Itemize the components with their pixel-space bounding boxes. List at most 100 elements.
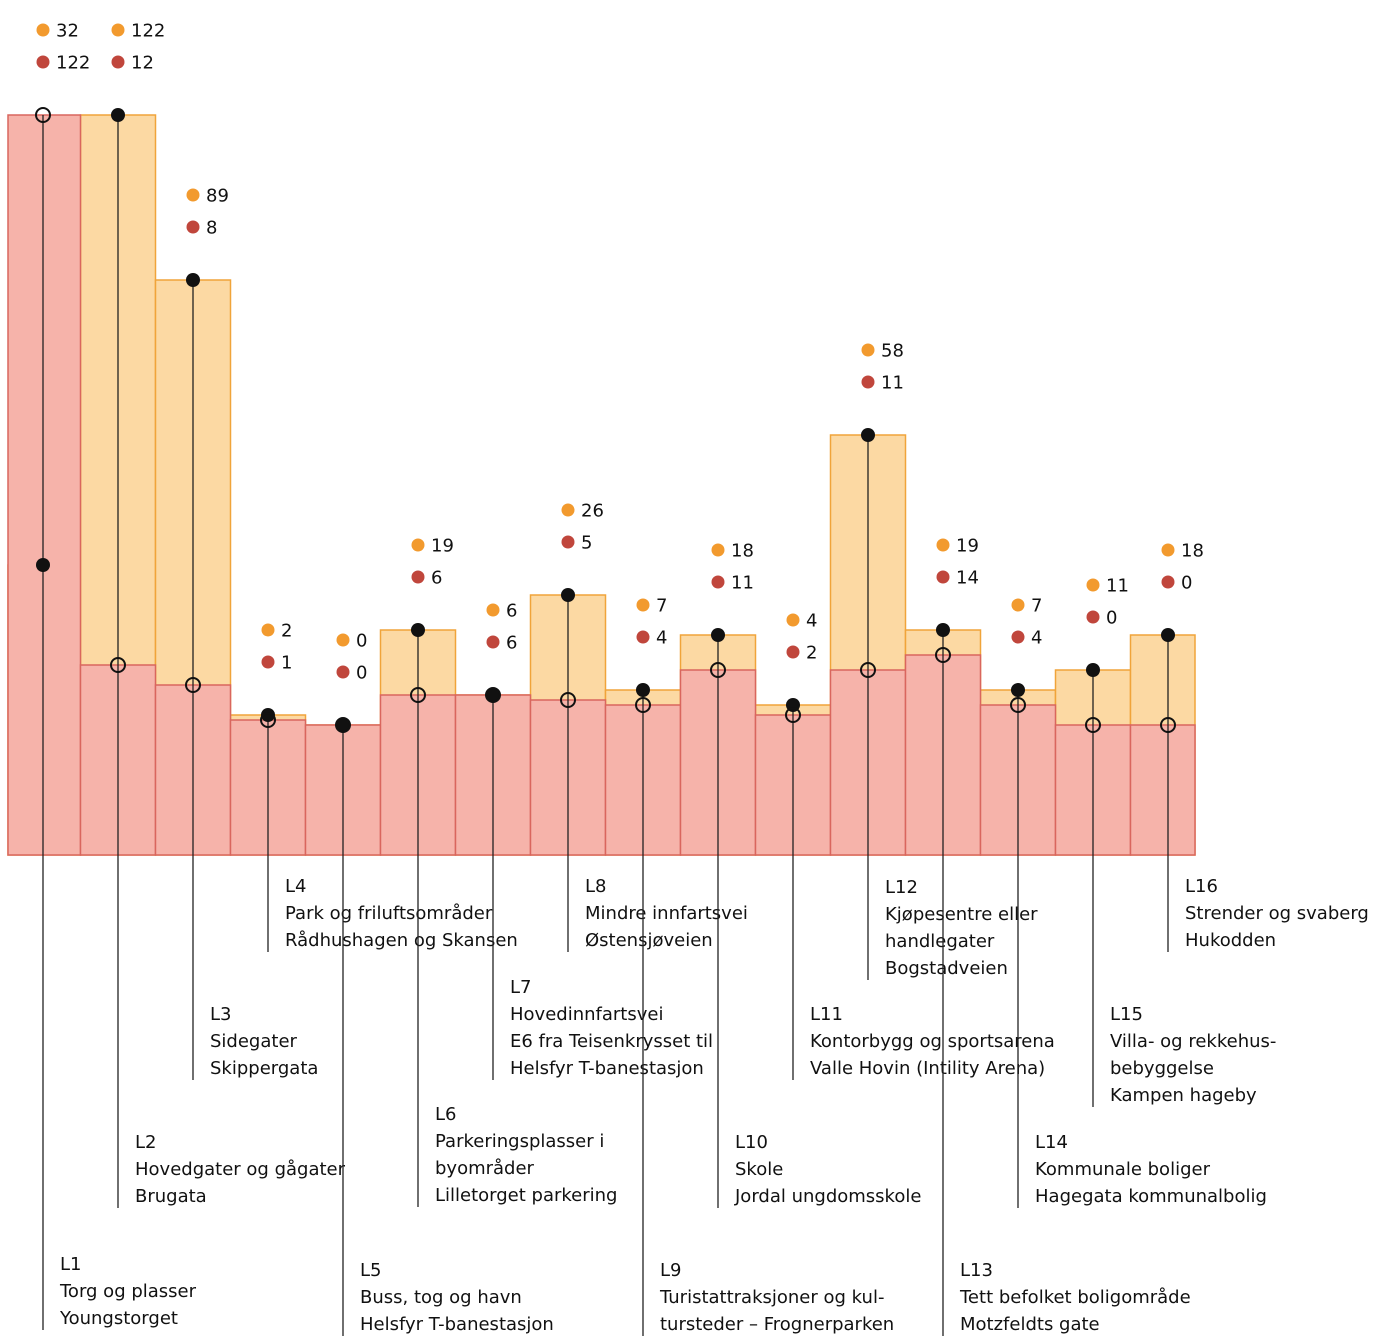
value-dot: [261, 655, 275, 669]
red-top-ring: [110, 657, 126, 673]
location-text: tursteder – Frognerparken: [660, 1314, 894, 1335]
location-text: Lilletorget parkering: [435, 1185, 618, 1206]
location-text: Youngstorget: [59, 1308, 178, 1329]
red-top-ring: [785, 707, 801, 723]
location-text: Hagegata kommunalbolig: [1035, 1186, 1267, 1207]
value-label: 0: [1106, 608, 1117, 629]
location-text: Hukodden: [1185, 930, 1276, 951]
value-label: 14: [956, 568, 979, 589]
value-dot: [1011, 598, 1025, 612]
value-label: 32: [56, 21, 79, 42]
red-top-ring: [1160, 717, 1176, 733]
red-top-ring: [710, 662, 726, 678]
location-text: Motzfeldts gate: [960, 1314, 1100, 1335]
value-label: 4: [1031, 628, 1042, 649]
value-dot: [411, 538, 425, 552]
value-label: 2: [281, 621, 292, 642]
location-text: Østensjøveien: [585, 930, 713, 951]
value-dot: [711, 575, 725, 589]
value-label: 11: [1106, 576, 1129, 597]
value-label: 18: [731, 541, 754, 562]
location-code: L10: [735, 1132, 768, 1153]
value-dot: [636, 598, 650, 612]
location-text: Hovedinnfartsvei: [510, 1004, 663, 1025]
value-dot: [636, 630, 650, 644]
value-dot: [36, 23, 50, 37]
red-top-ring: [1010, 697, 1026, 713]
location-text: E6 fra Teisenkrysset til: [510, 1031, 713, 1052]
location-code: L14: [1035, 1132, 1068, 1153]
orange-top-dot: [561, 588, 575, 602]
value-label: 19: [956, 536, 979, 557]
location-text: Sidegater: [210, 1031, 298, 1052]
location-text: Park og friluftsområder: [285, 903, 493, 924]
location-text: Kjøpesentre eller: [885, 904, 1038, 925]
red-top-ring: [335, 717, 351, 733]
value-label: 18: [1181, 541, 1204, 562]
location-text: Kampen hageby: [1110, 1085, 1257, 1106]
location-text: Torg og plasser: [59, 1281, 197, 1302]
location-text: Buss, tog og havn: [360, 1287, 522, 1308]
value-dot: [1161, 575, 1175, 589]
value-dot: [786, 613, 800, 627]
red-top-ring: [35, 107, 51, 123]
value-label: 12: [131, 53, 154, 74]
location-text: Helsfyr T-banestasjon: [360, 1314, 554, 1335]
orange-top-dot: [711, 628, 725, 642]
location-text: Strender og svaberg: [1185, 903, 1369, 924]
location-text: Parkeringsplasser i: [435, 1131, 604, 1152]
location-code: L6: [435, 1104, 456, 1125]
value-label: 6: [431, 568, 442, 589]
orange-top-dot: [186, 273, 200, 287]
value-label: 122: [56, 53, 90, 74]
value-dot: [186, 220, 200, 234]
location-code: L12: [885, 877, 918, 898]
value-dot: [486, 635, 500, 649]
value-label: 11: [731, 573, 754, 594]
orange-top-dot: [636, 683, 650, 697]
value-label: 26: [581, 501, 604, 522]
value-dot: [786, 645, 800, 659]
red-pile: [7, 114, 82, 856]
value-dot: [336, 633, 350, 647]
location-text: Skippergata: [210, 1058, 318, 1079]
value-label: 5: [581, 533, 592, 554]
location-text: Villa- og rekkehus-: [1110, 1031, 1276, 1052]
value-dot: [1086, 578, 1100, 592]
red-top-ring: [260, 712, 276, 728]
location-text: Mindre innfartsvei: [585, 903, 748, 924]
orange-top-dot: [1086, 663, 1100, 677]
value-label: 19: [431, 536, 454, 557]
location-code: L2: [135, 1132, 156, 1153]
location-code: L3: [210, 1004, 231, 1025]
orange-top-dot: [861, 428, 875, 442]
location-text: Kommunale boliger: [1035, 1159, 1211, 1180]
value-dot: [936, 538, 950, 552]
value-dot: [1011, 630, 1025, 644]
red-top-ring: [935, 647, 951, 663]
value-label: 58: [881, 341, 904, 362]
location-code: L16: [1185, 876, 1218, 897]
value-dot: [261, 623, 275, 637]
location-text: Turistattraksjoner og kul-: [659, 1287, 884, 1308]
value-dot: [411, 570, 425, 584]
red-top-ring: [635, 697, 651, 713]
value-label: 4: [656, 628, 667, 649]
value-dot: [336, 665, 350, 679]
location-text: Hovedgater og gågater: [135, 1159, 346, 1180]
value-dot: [561, 503, 575, 517]
value-label: 11: [881, 373, 904, 394]
red-top-ring: [185, 677, 201, 693]
location-text: Kontorbygg og sportsarena: [810, 1031, 1055, 1052]
value-label: 6: [506, 633, 517, 654]
red-top-ring: [410, 687, 426, 703]
value-dot: [186, 188, 200, 202]
value-label: 4: [806, 611, 817, 632]
red-top-ring: [560, 692, 576, 708]
red-top-ring: [485, 687, 501, 703]
location-code: L15: [1110, 1004, 1143, 1025]
value-label: 0: [356, 631, 367, 652]
value-dot: [1161, 543, 1175, 557]
location-text: handlegater: [885, 931, 995, 952]
